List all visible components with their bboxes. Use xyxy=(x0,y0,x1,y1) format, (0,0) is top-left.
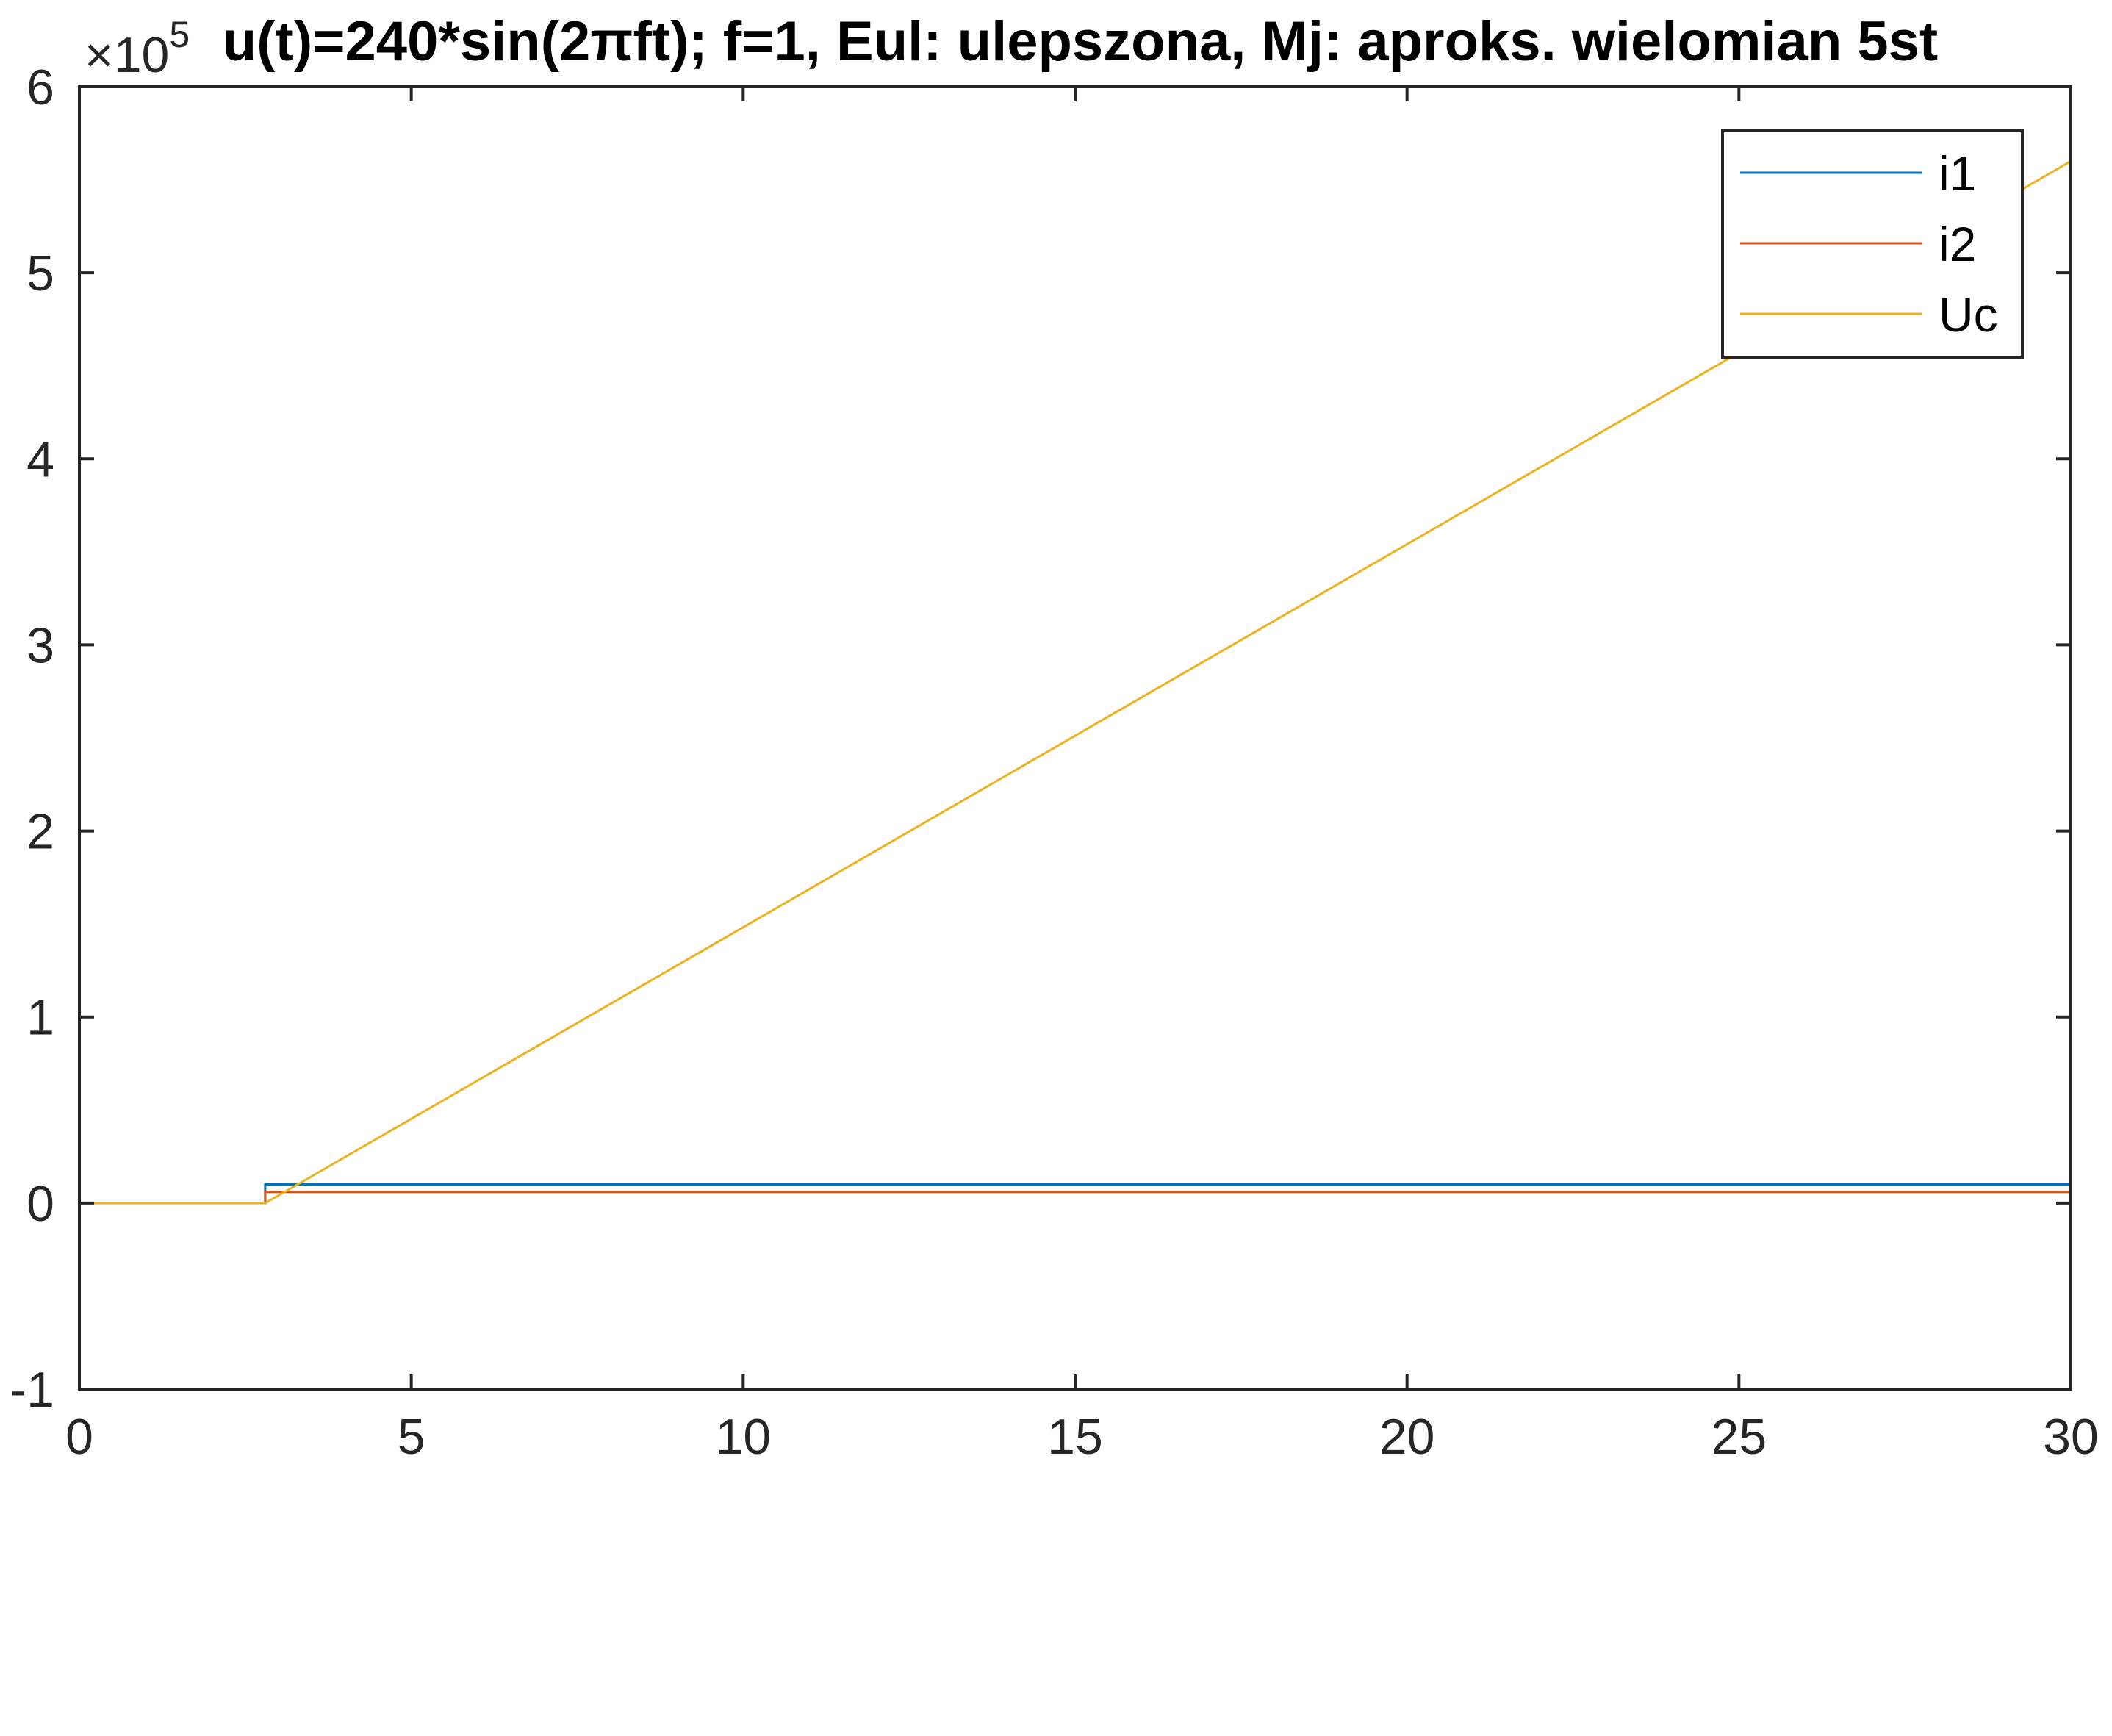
y-tick-label: 2 xyxy=(26,804,54,860)
plot-series xyxy=(79,160,2072,1205)
y-tick-label: 5 xyxy=(26,245,54,301)
x-tick-label: 20 xyxy=(1379,1409,1435,1465)
chart-title: u(t)=240*sin(2πft); f=1, Eul: ulepszona,… xyxy=(223,10,1938,73)
legend-label-i2: i2 xyxy=(1939,217,1976,271)
x-tick-label: 10 xyxy=(716,1409,772,1465)
x-tick-label: 0 xyxy=(65,1409,93,1465)
y-exponent-base: ×10 xyxy=(85,27,169,83)
y-tick-label: 1 xyxy=(26,990,54,1046)
axis-ticks xyxy=(78,85,2072,1391)
legend: i1 i2 Uc xyxy=(1721,129,2024,359)
x-tick-label: 15 xyxy=(1047,1409,1103,1465)
y-tick-label: 6 xyxy=(26,60,54,115)
y-exponent-power: 5 xyxy=(169,14,190,55)
legend-label-uc: Uc xyxy=(1939,287,1998,342)
y-tick-label: 4 xyxy=(26,431,54,487)
series-line-uc xyxy=(79,160,2072,1205)
y-axis-exponent: ×105 xyxy=(85,14,190,83)
y-tick-label: 3 xyxy=(26,617,54,673)
series-line-i1 xyxy=(79,1183,2071,1205)
series-line-i2 xyxy=(79,1191,2071,1205)
y-tick-label: -1 xyxy=(10,1362,54,1418)
y-tick-label: 0 xyxy=(26,1176,54,1232)
x-tick-label: 30 xyxy=(2043,1409,2099,1465)
x-tick-label: 25 xyxy=(1711,1409,1767,1465)
legend-label-i1: i1 xyxy=(1939,146,1976,201)
x-tick-label: 5 xyxy=(398,1409,425,1465)
